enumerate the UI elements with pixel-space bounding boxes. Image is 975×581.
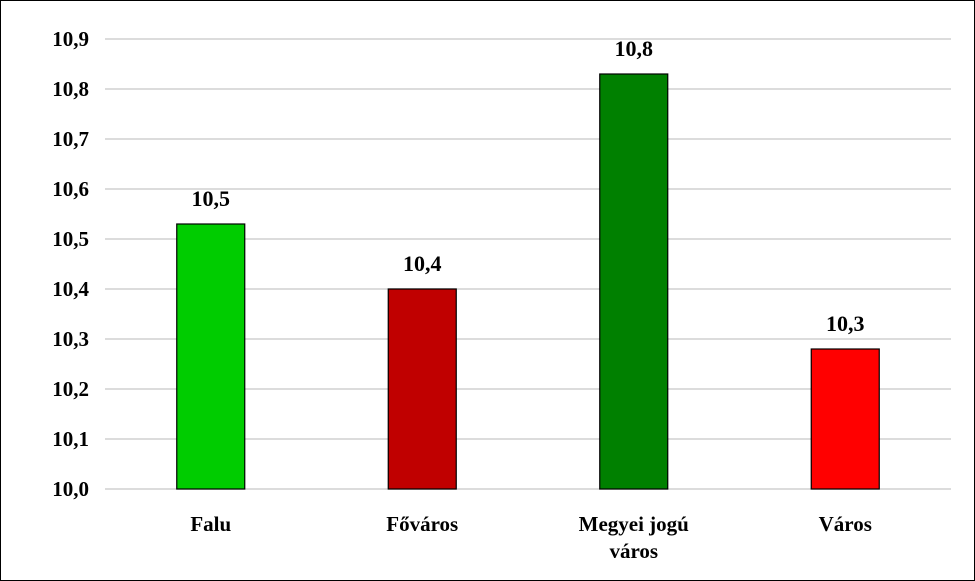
bar (176, 223, 246, 490)
category-label: város (609, 539, 658, 563)
y-tick-label: 10,5 (52, 227, 89, 251)
y-tick-label: 10,1 (52, 427, 89, 451)
y-tick-label: 10,7 (52, 127, 89, 151)
y-tick-label: 10,9 (52, 27, 89, 51)
data-label: 10,8 (615, 36, 654, 61)
data-label: 10,4 (403, 251, 442, 276)
labels: 10,0 10,1 10,2 10,3 10,4 10,5 10,6 10,7 10,8 10,9… (52, 27, 872, 563)
category-label: Megyei jogú (579, 512, 690, 536)
data-label: 10,5 (192, 186, 231, 211)
category-label: Város (819, 512, 872, 536)
y-tick-label: 10,3 (52, 327, 89, 351)
bar (810, 348, 880, 490)
y-tick-label: 10,8 (52, 77, 89, 101)
category-label: Falu (190, 512, 231, 536)
gridlines (105, 38, 951, 490)
bar (599, 73, 669, 490)
bars (176, 73, 880, 490)
y-tick-label: 10,6 (52, 177, 89, 201)
data-label: 10,3 (826, 311, 865, 336)
y-tick-label: 10,2 (52, 377, 89, 401)
y-tick-label: 10,0 (52, 477, 89, 501)
category-label: Főváros (386, 512, 458, 536)
bar (387, 288, 457, 490)
y-tick-label: 10,4 (52, 277, 89, 301)
